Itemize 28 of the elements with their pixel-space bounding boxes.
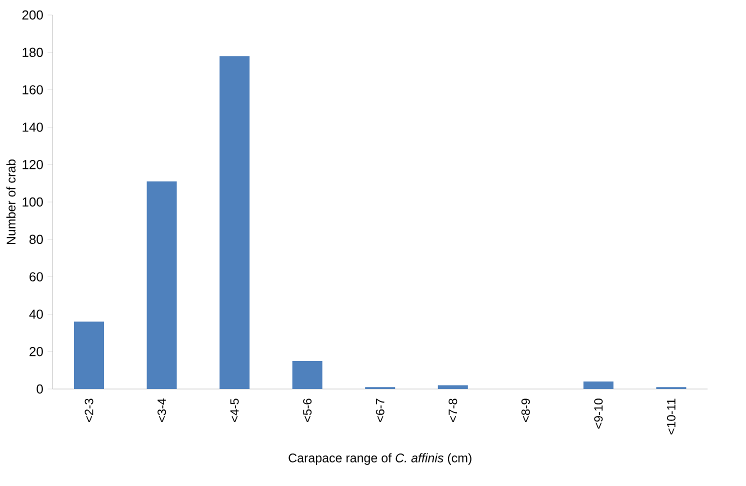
x-tick-label: <7-8 (448, 398, 458, 422)
y-tick-label: 20 (30, 346, 43, 356)
y-axis-title: Number of crab (6, 159, 16, 244)
x-axis-title: Carapace range of C. affinis (cm) (288, 453, 472, 465)
y-tick-label: 200 (22, 10, 43, 20)
y-tick-label: 160 (22, 85, 43, 94)
bar (74, 322, 104, 389)
y-tick-label: 40 (29, 310, 43, 319)
bar (292, 360, 322, 389)
x-tick-label: <3-4 (158, 398, 166, 422)
y-tick-label: 180 (22, 48, 43, 57)
y-tick-label: 120 (22, 160, 43, 170)
x-tick-label: <4-5 (230, 398, 239, 422)
x-tick-label: <9-10 (594, 398, 603, 429)
y-tick-label: 0 (36, 384, 43, 394)
x-tick-label: <6-7 (376, 398, 384, 422)
bar (583, 382, 614, 389)
y-tick-label: 100 (22, 197, 43, 207)
y-tick-label: 80 (30, 234, 43, 244)
y-tick-label: 140 (22, 122, 43, 132)
x-tick-label: <10-11 (666, 398, 676, 434)
y-tick-label: 60 (30, 272, 43, 282)
x-tick-label: <8-9 (521, 398, 530, 422)
bar (220, 56, 250, 389)
x-tick-label: <2-3 (84, 398, 94, 422)
bar (146, 181, 177, 389)
x-tick-label: <5-6 (303, 398, 312, 422)
bar (438, 385, 468, 389)
